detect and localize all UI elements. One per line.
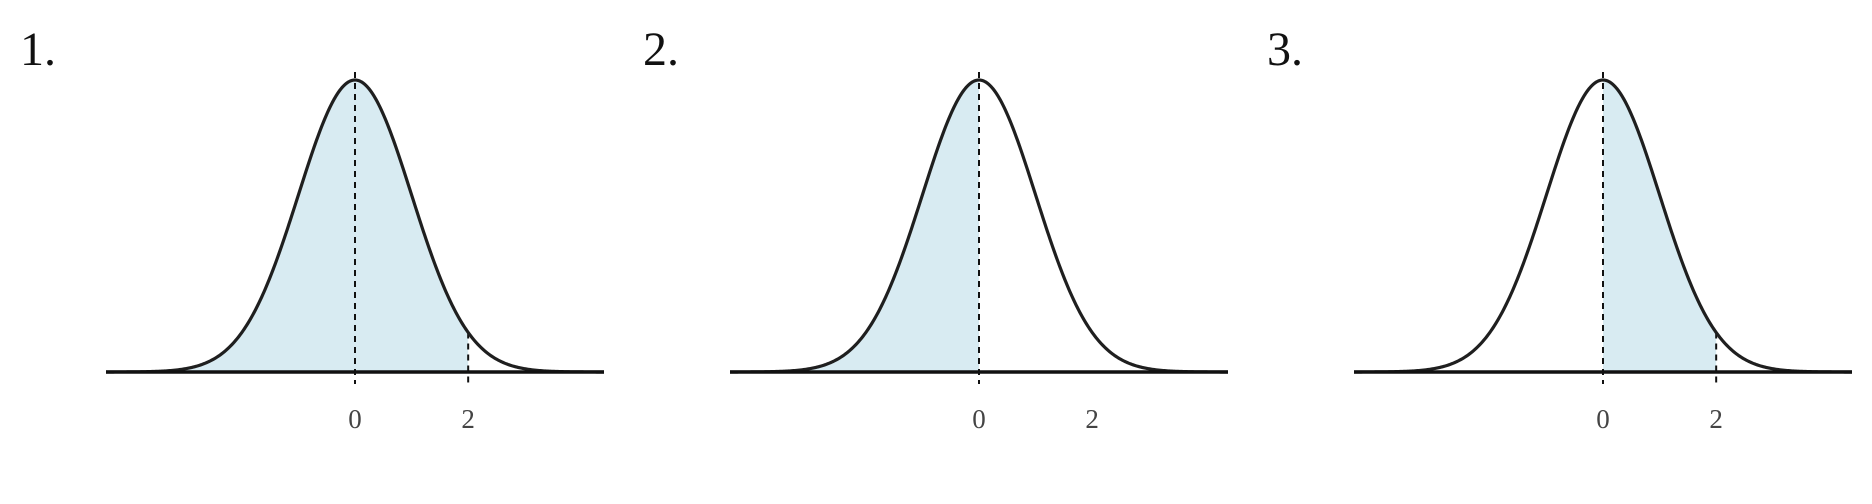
panel-3: 3.0 2 [1267,23,1853,434]
shaded-area [106,80,469,372]
shaded-area [730,80,979,372]
density-curve [105,78,605,374]
shaded-area [1603,80,1717,372]
panel-number-label: 1. [20,23,56,76]
panel-1: 1.0 2 [20,23,605,434]
panel-number-label: 3. [1267,23,1303,76]
density-curve [1353,78,1853,374]
tick-label-0: 0 [348,404,362,434]
density-curve [729,78,1229,374]
tick-label-2: 2 [1709,404,1723,434]
tick-label-2: 2 [461,404,475,434]
tick-label-2: 2 [1085,404,1099,434]
tick-label-0: 0 [1596,404,1610,434]
panel-2: 2.0 2 [643,23,1229,434]
panel-number-label: 2. [643,23,679,76]
tick-label-0: 0 [972,404,986,434]
